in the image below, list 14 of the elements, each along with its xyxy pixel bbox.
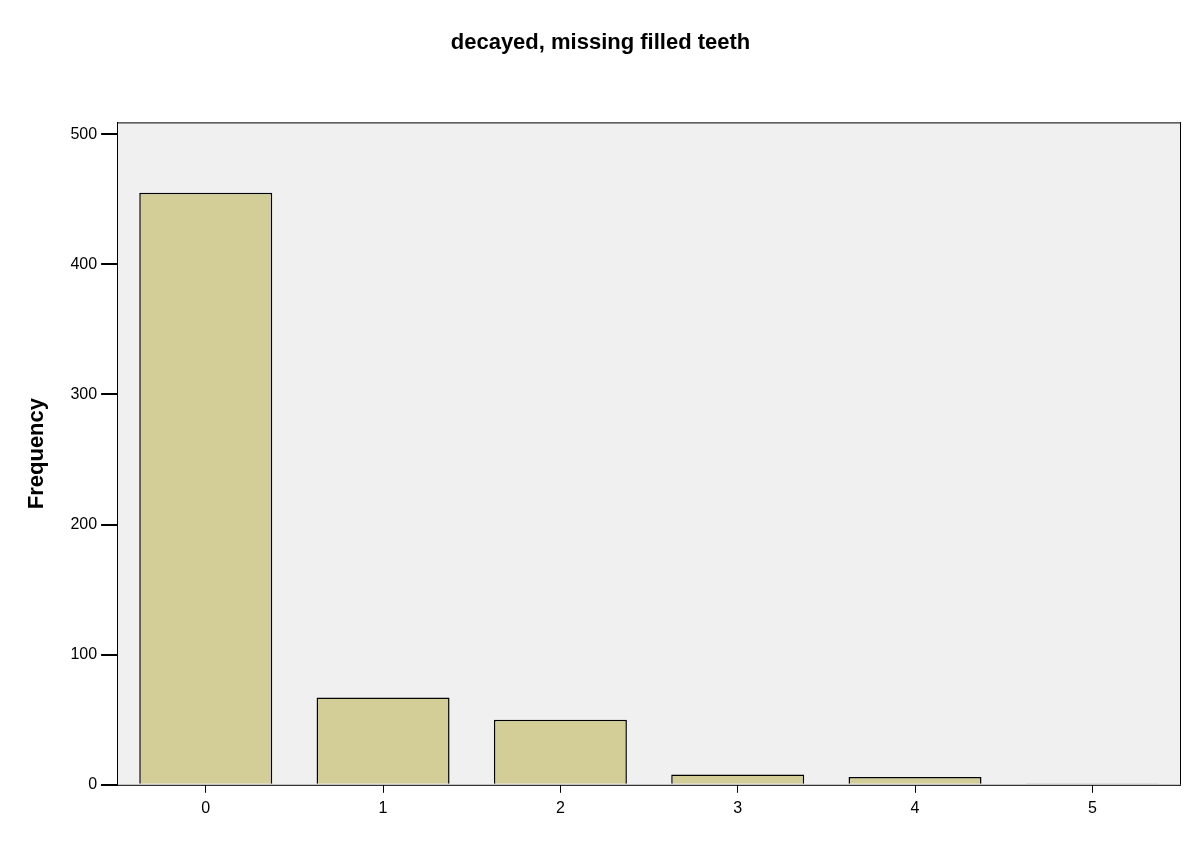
x-tick-label: 4 [910,798,920,816]
y-axis-title: Frequency [23,397,49,510]
y-tick-label: 100 [70,645,98,663]
x-tick-label: 5 [1087,798,1097,816]
y-tick-label: 500 [70,124,98,142]
y-tick-label: 200 [70,514,98,532]
y-tick-label: 0 [88,775,98,793]
x-tick-label: 1 [378,798,388,816]
x-tick-label: 3 [733,798,743,816]
chart-title: decayed, missing filled teeth [450,29,751,55]
y-tick-label: 300 [70,384,98,402]
y-tick-label: 400 [70,254,98,272]
x-tick-label: 0 [201,798,211,816]
x-tick-label: 2 [555,798,565,816]
